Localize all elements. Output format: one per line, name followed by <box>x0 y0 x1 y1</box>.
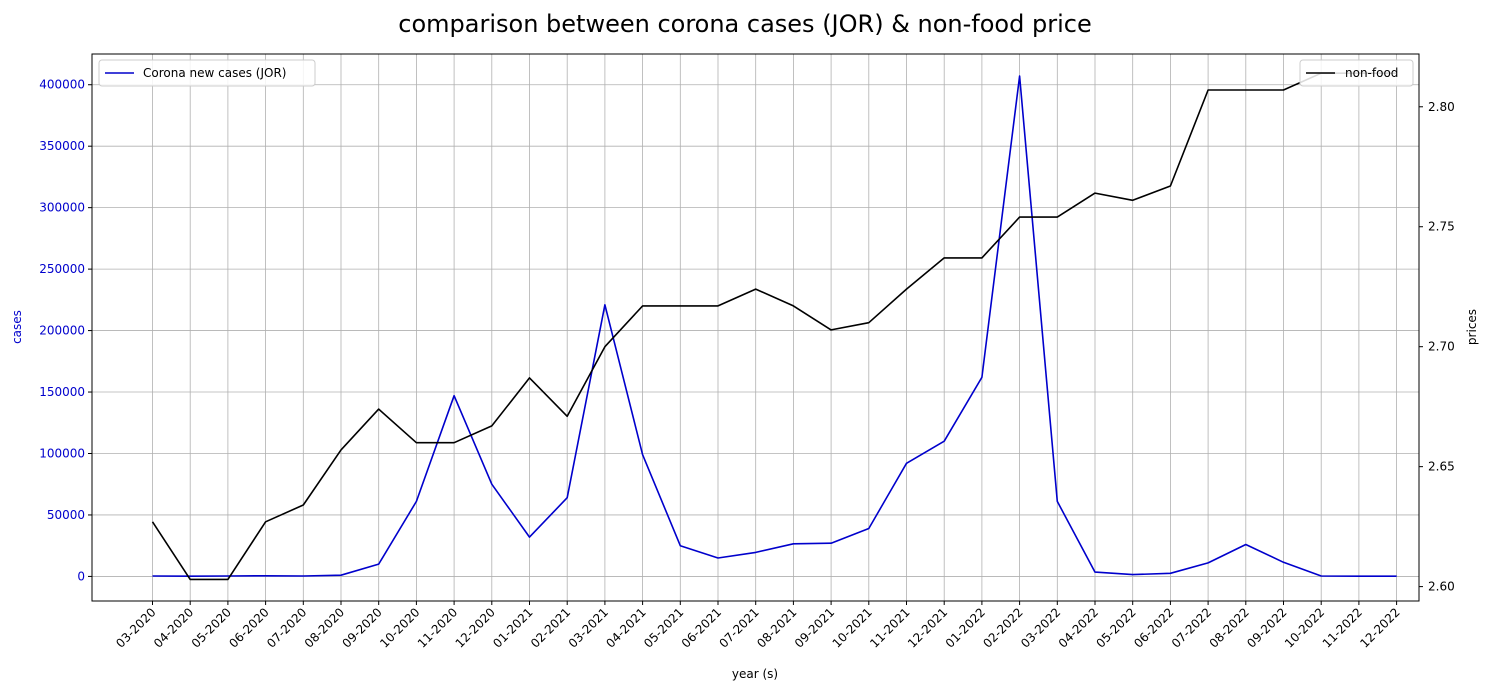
left-y-tick-label: 0 <box>77 569 85 583</box>
x-tick-label: 08-2021 <box>754 605 799 650</box>
x-tick-label: 08-2020 <box>302 605 347 650</box>
x-tick-label: 04-2020 <box>151 605 196 650</box>
x-tick-label: 07-2021 <box>716 605 761 650</box>
series-layer <box>151 72 1397 581</box>
x-tick-label: 09-2022 <box>1244 605 1289 650</box>
legend-cases-label: Corona new cases (JOR) <box>143 66 286 80</box>
series-line-cases <box>152 75 1397 578</box>
x-axis: 03-202004-202005-202006-202007-202008-20… <box>113 601 1403 651</box>
left-y-tick-label: 200000 <box>39 324 85 338</box>
x-tick-label: 10-2022 <box>1282 605 1327 650</box>
x-tick-label: 09-2020 <box>339 605 384 650</box>
x-tick-label: 06-2022 <box>1131 605 1176 650</box>
x-tick-label: 04-2021 <box>603 605 648 650</box>
right-y-tick-label: 2.60 <box>1428 580 1455 594</box>
right-y-axis: 2.60 2.65 2.70 2.75 2.80 <box>1419 100 1455 594</box>
x-tick-label: 09-2021 <box>792 605 837 650</box>
x-tick-label: 05-2022 <box>1093 605 1138 650</box>
x-tick-label: 08-2022 <box>1207 605 1252 650</box>
x-tick-label: 01-2021 <box>490 605 535 650</box>
right-y-tick-label: 2.65 <box>1428 460 1455 474</box>
x-tick-label: 04-2022 <box>1056 605 1101 650</box>
left-y-tick-label: 100000 <box>39 446 85 460</box>
left-y-tick-label: 50000 <box>47 508 85 522</box>
left-y-axis-label: cases <box>10 310 24 344</box>
x-tick-label: 05-2021 <box>641 605 686 650</box>
x-tick-label: 01-2022 <box>943 605 988 650</box>
legend-cases-box <box>98 59 316 87</box>
grid-layer <box>92 54 1419 601</box>
left-y-tick-label: 350000 <box>39 139 85 153</box>
legend-non-food-box <box>1299 59 1414 87</box>
x-tick-label: 12-2022 <box>1357 605 1402 650</box>
x-axis-label: year (s) <box>732 667 778 681</box>
x-tick-label: 10-2020 <box>377 605 422 650</box>
x-tick-label: 12-2020 <box>453 605 498 650</box>
x-tick-label: 10-2021 <box>830 605 875 650</box>
x-tick-label: 11-2020 <box>415 605 460 650</box>
x-tick-label: 02-2022 <box>980 605 1025 650</box>
left-y-tick-label: 300000 <box>39 201 85 215</box>
right-y-axis-label: prices <box>1465 309 1479 345</box>
legend-non-food: non-food <box>1299 59 1414 87</box>
x-tick-label: 05-2020 <box>189 605 234 650</box>
left-y-tick-label: 400000 <box>39 78 85 92</box>
legend-cases: Corona new cases (JOR) <box>98 59 316 87</box>
left-y-tick-label: 150000 <box>39 385 85 399</box>
x-tick-label: 07-2022 <box>1169 605 1214 650</box>
left-y-tick-label: 250000 <box>39 262 85 276</box>
series-line-non-food <box>151 72 1397 581</box>
x-tick-label: 03-2021 <box>566 605 611 650</box>
x-tick-label: 11-2022 <box>1320 605 1365 650</box>
right-y-tick-label: 2.70 <box>1428 340 1455 354</box>
right-y-tick-label: 2.80 <box>1428 100 1455 114</box>
left-y-axis: 0 50000 100000 150000 200000 250000 300000 3500… <box>39 78 92 583</box>
x-tick-label: 02-2021 <box>528 605 573 650</box>
chart-title: comparison between corona cases (JOR) & … <box>398 10 1091 38</box>
x-tick-label: 03-2020 <box>113 605 158 650</box>
x-tick-label: 12-2021 <box>905 605 950 650</box>
x-tick-label: 07-2020 <box>264 605 309 650</box>
right-y-tick-label: 2.75 <box>1428 220 1455 234</box>
x-tick-label: 11-2021 <box>867 605 912 650</box>
x-tick-label: 06-2020 <box>226 605 271 650</box>
x-tick-label: 06-2021 <box>679 605 724 650</box>
legend-non-food-label: non-food <box>1345 66 1398 80</box>
x-tick-label: 03-2022 <box>1018 605 1063 650</box>
